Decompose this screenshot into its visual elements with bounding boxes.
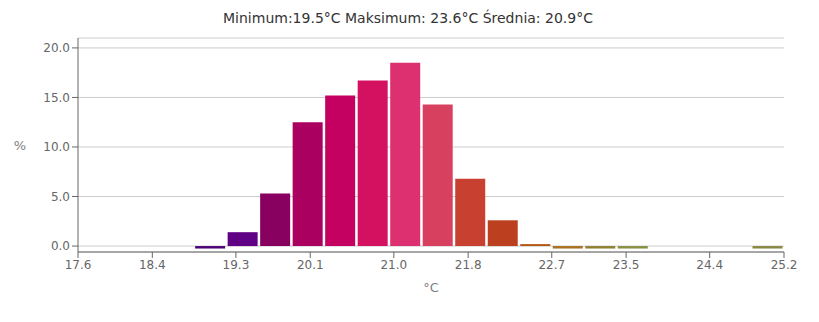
svg-text:17.6: 17.6 [65, 258, 92, 272]
svg-text:0.0: 0.0 [51, 239, 70, 253]
svg-text:22.7: 22.7 [538, 258, 565, 272]
svg-text:10.0: 10.0 [43, 140, 70, 154]
svg-text:25.2: 25.2 [771, 258, 798, 272]
html-text:Minimum:19.5°C Maksimum: 23.6°: Minimum:19.5°C Maksimum: 23.6°C Średnia:… [223, 10, 593, 26]
svg-text:°C: °C [423, 280, 439, 295]
svg-text:20.0: 20.0 [43, 41, 70, 55]
svg-text:19.3: 19.3 [223, 258, 250, 272]
svg-text:15.0: 15.0 [43, 91, 70, 105]
svg-text:21.0: 21.0 [380, 258, 407, 272]
svg-text:20.1: 20.1 [297, 258, 324, 272]
svg-text:21.8: 21.8 [455, 258, 482, 272]
svg-text:5.0: 5.0 [51, 190, 70, 204]
svg-text:24.4: 24.4 [696, 258, 723, 272]
svg-text:18.4: 18.4 [139, 258, 166, 272]
svg-text:23.5: 23.5 [613, 258, 640, 272]
svg-text:%: % [14, 138, 26, 153]
